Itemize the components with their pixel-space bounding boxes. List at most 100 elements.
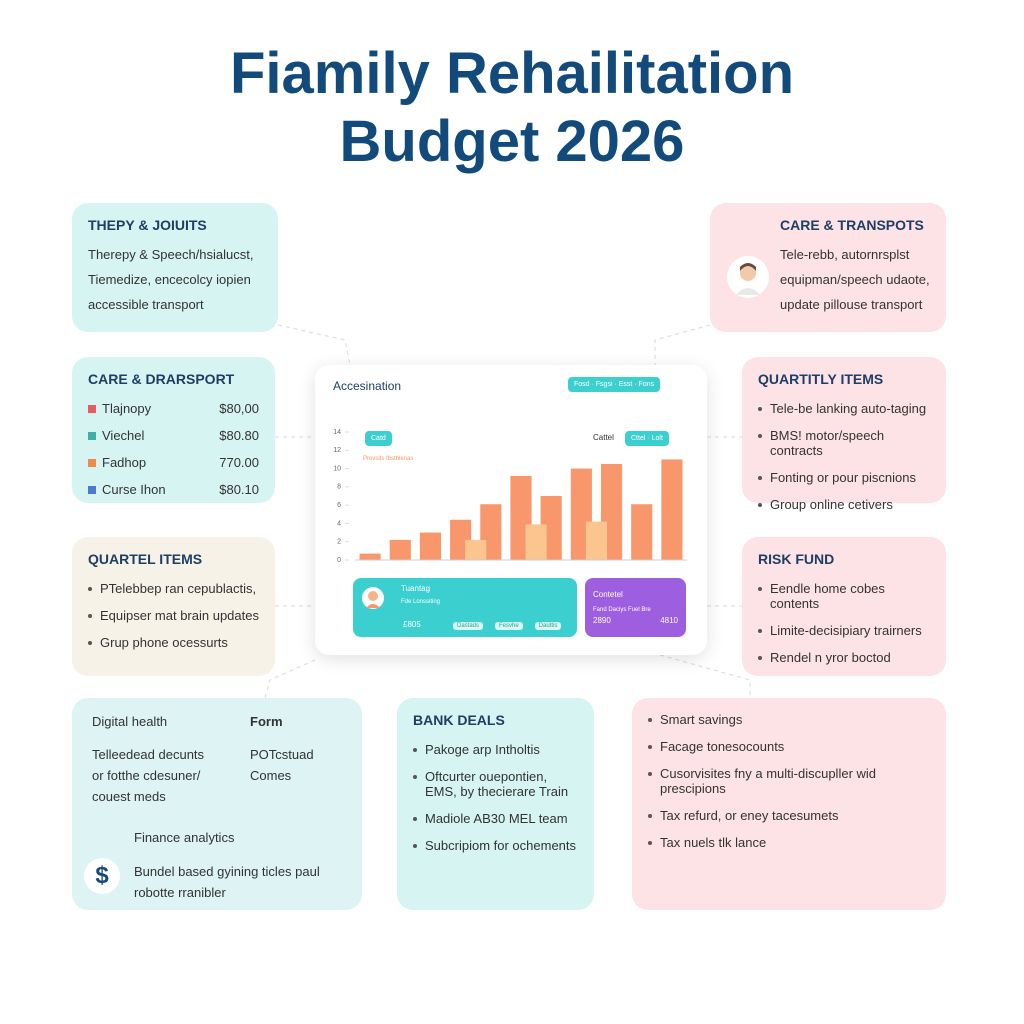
bar xyxy=(465,539,487,560)
finance-lines: Telleedead decunts or fotthe cdesuner/cou… xyxy=(92,747,232,804)
summary-title: Tuantag xyxy=(401,584,431,593)
bullet: Facage tonesocounts xyxy=(648,739,930,754)
finance-card: Digital health Telleedead decunts or fott… xyxy=(72,698,362,910)
bar xyxy=(585,521,608,560)
bar-chart: 0 2 4 6 8 10 12 14 xyxy=(333,429,687,564)
bullet: Pakoge arp Intholtis xyxy=(413,742,578,757)
card-title: QUARTITLY ITEMS xyxy=(758,371,884,387)
summary-value: £805 xyxy=(403,620,421,629)
bar xyxy=(661,459,683,560)
bar xyxy=(631,504,653,560)
chips: Dastads Fesvhe Dauttis xyxy=(453,620,573,630)
row-label: Fadhop xyxy=(88,455,146,470)
row-text: Fadhop xyxy=(102,455,147,470)
card-title: QUARTEL ITEMS xyxy=(88,551,203,567)
tab[interactable]: Cattel xyxy=(593,433,614,442)
y-tick-label: 14 xyxy=(333,429,341,436)
finance-right: Form POTcstuad Comes xyxy=(250,714,350,789)
dashboard-title: Accesination xyxy=(333,379,402,393)
y-tick-label: 10 xyxy=(333,465,341,472)
bullet: Limite-decisipiary trairners xyxy=(758,623,930,638)
row-icon xyxy=(88,459,96,467)
card-title: THEPY & JOIUITS xyxy=(88,217,207,233)
card: CARE & TRANSPOTS Tele-rebb, autornrsplst e… xyxy=(710,203,946,332)
budget-row: Tlajnopy $80,00 xyxy=(88,401,259,416)
y-tick-label: 6 xyxy=(337,502,341,509)
bullet: Madiole AB30 MEL team xyxy=(413,811,578,826)
bullet: Smart savings xyxy=(648,712,930,727)
row-label: Viechel xyxy=(88,428,144,443)
card-title: CARE & DRARSPORT xyxy=(88,371,235,387)
bullet: Equipser mat brain updates xyxy=(88,608,259,623)
row-amount: $80.10 xyxy=(219,482,259,497)
bar xyxy=(359,553,381,560)
avatar xyxy=(362,587,384,609)
budget-row: Curse Ihon $80.10 xyxy=(88,482,259,497)
y-tick-label: 2 xyxy=(337,539,341,546)
summary-title: Contetel xyxy=(593,590,623,599)
y-tick-label: 8 xyxy=(337,484,341,491)
finance-line: Comes xyxy=(250,768,292,783)
card: Smart savings Facage tonesocounts Cusorvis… xyxy=(632,698,946,910)
card-title: RISK FUND xyxy=(758,551,835,567)
chip: Dastads xyxy=(453,622,484,630)
finance-title: Digital health xyxy=(92,714,168,729)
bullet: Grup phone ocessurts xyxy=(88,635,259,650)
y-tick-label: 4 xyxy=(337,520,341,527)
card-title: BANK DEALS xyxy=(413,712,505,728)
bullet: Tax nuels tlk lance xyxy=(648,835,930,850)
card-title: CARE & TRANSPOTS xyxy=(780,217,924,233)
finance-left: Digital health Telleedead decunts or fott… xyxy=(92,714,232,810)
dashboard: Accesination Fosd · Fsgsi · Esst · Fons … xyxy=(315,365,707,655)
tab[interactable]: Cttel · Lolt xyxy=(625,431,669,446)
legend-title: Prevsits Ibstblenas xyxy=(363,456,414,462)
card: BANK DEALS Pakoge arp Intholtis Oftcurter … xyxy=(397,698,594,910)
card-line: accessible transport xyxy=(88,297,204,312)
finance-line: robotte rranibler xyxy=(134,885,226,900)
bullet: Oftcurter ouepontien, EMS, by thecierare… xyxy=(413,769,578,799)
finance-line: or fotthe cdesuner/ xyxy=(92,768,201,783)
bar xyxy=(419,532,442,560)
finance-side-lines: POTcstuad Comes xyxy=(250,747,350,783)
row-icon xyxy=(88,405,96,413)
summary-caption: Fde Lonssiting xyxy=(401,599,441,605)
card: RISK FUND Eendle home cobes contents Limit… xyxy=(742,537,946,676)
row-label: Curse Ihon xyxy=(88,482,166,497)
summary-value: 4810 xyxy=(660,616,678,625)
finance-side-title: Form xyxy=(250,714,283,729)
finance-sub-title: Finance analytics xyxy=(134,830,235,845)
chip: Fesvhe xyxy=(495,622,523,630)
tab[interactable]: Catd xyxy=(365,431,392,446)
avatar xyxy=(727,256,769,298)
bullet: Cusorvisites fny a multi-discupller wid … xyxy=(648,766,930,796)
bar xyxy=(389,539,411,560)
filter[interactable]: Fosd · Fsgsi · Esst · Fons xyxy=(568,377,661,392)
bullet: Eendle home cobes contents xyxy=(758,581,930,611)
row-amount: $80.80 xyxy=(219,428,259,443)
budget-row: Viechel $80.80 xyxy=(88,428,259,443)
card: CARE & DRARSPORT Tlajnopy $80,00 Viechel $80… xyxy=(72,357,275,503)
finance-sub-lines: Bundel based gyining ticles paul robotte … xyxy=(134,864,320,906)
card-line: update pillouse transport xyxy=(780,297,923,312)
budget-row: Fadhop 770.00 xyxy=(88,455,259,470)
card: THEPY & JOIUITS Therepy & Speech/hsialucs… xyxy=(72,203,278,332)
card-line: Tele-rebb, autornrsplst xyxy=(780,247,910,262)
bullet: PTelebbep ran cepublactis, xyxy=(88,581,259,596)
summary-card: Tuantag Fde Lonssiting £805 Dastads Fesvh… xyxy=(353,578,577,637)
bullet: Fonting or pour piscnions xyxy=(758,470,930,485)
row-text: Tlajnopy xyxy=(102,401,152,416)
page-title: Fiamily Rehailitation Budget 2026 xyxy=(230,41,794,174)
bullet: Rendel n yror boctod xyxy=(758,650,930,665)
card-line: Therepy & Speech/hsialucst, xyxy=(88,247,254,262)
bullet: BMS! motor/speech contracts xyxy=(758,428,930,458)
y-tick-label: 0 xyxy=(337,557,341,564)
summary-values: 2890 4810 xyxy=(593,616,678,625)
row-text: Curse Ihon xyxy=(102,482,166,497)
summary-card: Contetel Fand Daciys Fuel Bre 2890 4810 xyxy=(585,578,686,637)
bullet: Group online cetivers xyxy=(758,497,930,512)
row-text: Viechel xyxy=(102,428,145,443)
row-label: Tlajnopy xyxy=(88,401,151,416)
card: QUARTEL ITEMS PTelebbep ran cepublactis, E… xyxy=(72,537,275,676)
finance-line: POTcstuad xyxy=(250,747,314,762)
